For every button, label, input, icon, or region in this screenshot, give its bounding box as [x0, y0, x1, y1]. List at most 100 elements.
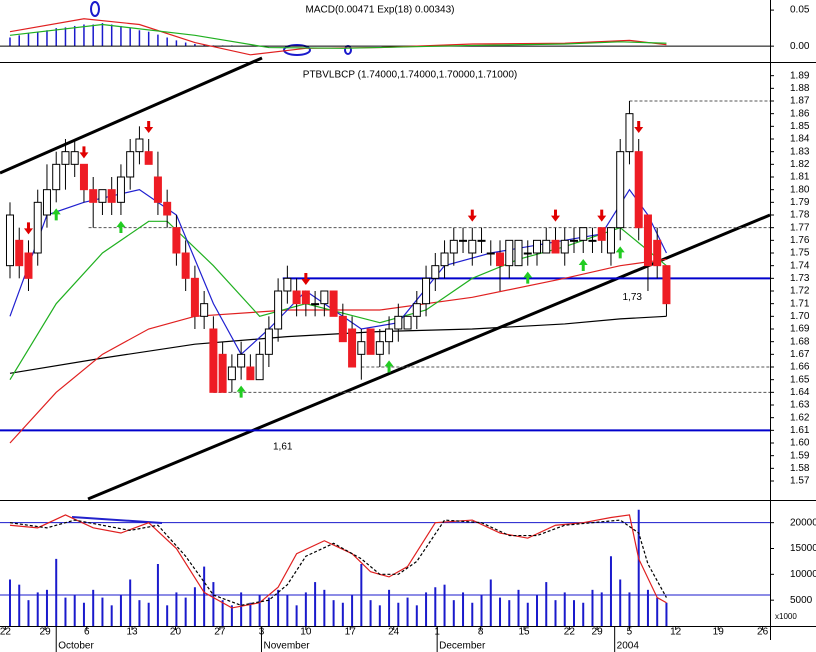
- candle-body: [551, 239, 560, 254]
- y-tick-label: 1.65: [790, 374, 810, 385]
- candle-body: [468, 239, 477, 254]
- candle-body: [237, 353, 246, 368]
- candle-body: [662, 265, 671, 305]
- candle-body: [301, 290, 310, 305]
- x-tick-label: 5: [627, 627, 633, 638]
- candle-body: [560, 239, 569, 254]
- month-label: 2004: [617, 641, 640, 652]
- candle-body: [116, 176, 125, 203]
- unit-label: x1000: [775, 612, 797, 621]
- candle-body: [172, 227, 181, 254]
- annotation: 1,61: [273, 441, 293, 452]
- candle-body: [227, 366, 236, 381]
- candle-body: [52, 163, 61, 191]
- y-tick-label: 1.78: [790, 210, 810, 221]
- candle-body: [70, 151, 79, 165]
- y-tick-label: 1.80: [790, 184, 810, 195]
- candle-body: [79, 163, 88, 191]
- stochastic-line: [9, 519, 667, 606]
- sell-arrow: [550, 209, 560, 222]
- y-tick-label: 1.79: [790, 197, 810, 208]
- y-tick-label: 5000: [790, 595, 813, 606]
- macd-line: [9, 23, 667, 49]
- y-tick-label: 1.68: [790, 336, 810, 347]
- y-tick-label: 1.66: [790, 362, 810, 373]
- sell-arrow: [144, 121, 154, 133]
- y-tick-label: 1.62: [790, 412, 810, 423]
- y-tick-label: 1.76: [790, 235, 810, 246]
- candle-body: [385, 328, 394, 343]
- sell-arrow: [301, 273, 311, 285]
- y-tick-label: 1.87: [790, 96, 810, 107]
- candle-body: [403, 315, 412, 330]
- candle-body: [190, 277, 199, 317]
- x-tick-label: 26: [757, 627, 769, 638]
- candle-body: [255, 353, 264, 381]
- candle-body: [61, 151, 70, 165]
- y-tick-label: 1.74: [790, 260, 810, 271]
- y-tick-label: 15000: [790, 543, 816, 554]
- candle-body: [579, 227, 588, 241]
- y-tick-label: 1.85: [790, 121, 810, 132]
- candle-body: [320, 290, 329, 305]
- candle-body: [89, 189, 98, 203]
- candle-body: [264, 328, 273, 355]
- y-tick-label: 10000: [790, 569, 816, 580]
- buy-arrow: [615, 246, 625, 259]
- y-tick-label: 1.71: [790, 298, 810, 309]
- candle-body: [98, 189, 107, 203]
- candle-body: [616, 151, 625, 229]
- annotation: 1,73: [623, 292, 643, 303]
- y-tick-label: 1.60: [790, 438, 810, 449]
- month-label: October: [58, 641, 94, 652]
- x-tick-label: 17: [345, 627, 357, 638]
- candle-body: [153, 176, 162, 203]
- candle-body: [606, 227, 615, 254]
- sell-arrow: [597, 209, 607, 222]
- candle-body: [135, 138, 144, 153]
- y-tick-label: 1.58: [790, 463, 810, 474]
- sell-arrow: [23, 222, 33, 235]
- x-tick-label: 15: [518, 627, 530, 638]
- candle-body: [107, 189, 116, 203]
- candle-body: [33, 201, 42, 254]
- y-tick-label: 1.70: [790, 311, 810, 322]
- macd-title: MACD(0.00471 Exp(18) 0.00343): [306, 5, 455, 16]
- buy-arrow: [51, 208, 61, 221]
- y-tick-label: 1.69: [790, 324, 810, 335]
- y-tick-label: 1.86: [790, 108, 810, 119]
- candle-body: [496, 252, 505, 267]
- candle-body: [643, 214, 652, 267]
- candle-body: [357, 341, 366, 355]
- x-tick-label: 29: [40, 627, 52, 638]
- candle-body: [218, 353, 227, 393]
- candle-body: [283, 277, 292, 292]
- buy-arrow: [116, 221, 126, 233]
- x-tick-label: 19: [713, 627, 725, 638]
- y-tick-label: 1.82: [790, 159, 810, 170]
- candle-body: [514, 239, 523, 267]
- candle-body: [431, 265, 440, 279]
- y-tick-label: 1.77: [790, 222, 810, 233]
- y-tick-label: 1.73: [790, 273, 810, 284]
- y-tick-label: 1.59: [790, 450, 810, 461]
- candle-body: [144, 151, 153, 165]
- y-tick-label: 1.75: [790, 248, 810, 259]
- y-tick-label: 1.83: [790, 146, 810, 157]
- candle-body: [311, 303, 320, 306]
- candle-body: [42, 189, 51, 216]
- y-tick-label: 0.00: [790, 41, 810, 52]
- chart-title: PTBVLBCP (1.74000,1.74000,1.70000,1.7100…: [303, 70, 517, 81]
- month-label: November: [263, 641, 310, 652]
- y-tick-label: 1.88: [790, 83, 810, 94]
- candle-body: [542, 239, 551, 254]
- candle-body: [209, 328, 218, 393]
- buy-arrow: [578, 259, 588, 271]
- y-tick-label: 20000: [790, 517, 816, 528]
- y-tick-label: 1.89: [790, 70, 810, 81]
- y-tick-label: 1.67: [790, 349, 810, 360]
- y-tick-label: 0.05: [790, 5, 810, 16]
- candle-body: [597, 227, 606, 241]
- x-tick-label: 22: [564, 627, 576, 638]
